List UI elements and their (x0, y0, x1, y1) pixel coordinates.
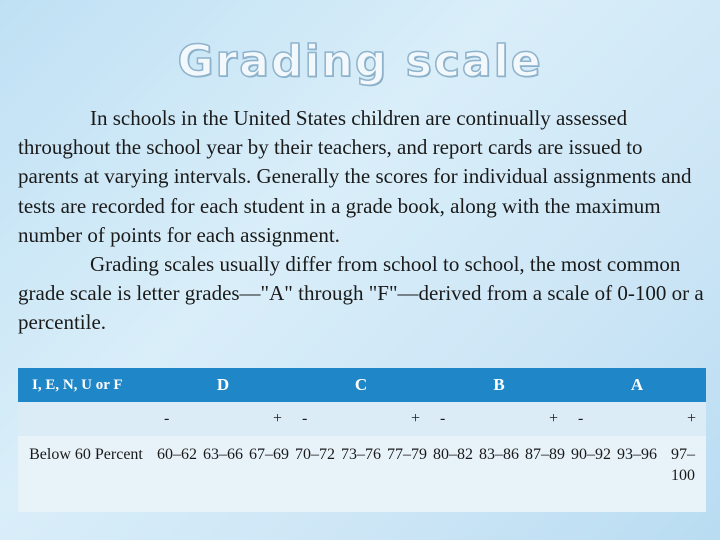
value-c-plus: 77–79 (384, 436, 430, 512)
value-d-plus: 67–69 (246, 436, 292, 512)
value-b-plus: 87–89 (522, 436, 568, 512)
value-d-minus: 60–62 (154, 436, 200, 512)
value-c: 73–76 (338, 436, 384, 512)
header-fail: I, E, N, U or F (18, 368, 154, 402)
modifier-b-mid (476, 402, 522, 436)
modifier-c-mid (338, 402, 384, 436)
modifier-a-minus: - (568, 402, 614, 436)
header-b: B (430, 368, 568, 402)
value-b: 83–86 (476, 436, 522, 512)
header-d: D (154, 368, 292, 402)
modifier-b-minus: - (430, 402, 476, 436)
slide-title: Grading scale (177, 35, 543, 88)
grading-scale-table: I, E, N, U or F D C B A - + - + - + - + … (18, 368, 706, 512)
modifier-d-plus: + (246, 402, 292, 436)
value-a: 93–96 (614, 436, 660, 512)
modifier-blank (18, 402, 154, 436)
modifier-c-plus: + (384, 402, 430, 436)
header-row: I, E, N, U or F D C B A (18, 368, 706, 402)
paragraph-2: Grading scales usually differ from schoo… (18, 252, 704, 335)
modifier-c-minus: - (292, 402, 338, 436)
modifier-a-plus: + (660, 402, 706, 436)
modifier-d-minus: - (154, 402, 200, 436)
value-b-minus: 80–82 (430, 436, 476, 512)
modifier-a-mid (614, 402, 660, 436)
paragraph-1: In schools in the United States children… (18, 106, 692, 247)
modifier-d-mid (200, 402, 246, 436)
values-row: Below 60 Percent 60–62 63–66 67–69 70–72… (18, 436, 706, 512)
modifier-b-plus: + (522, 402, 568, 436)
value-a-minus: 90–92 (568, 436, 614, 512)
value-fail: Below 60 Percent (18, 436, 154, 512)
header-a: A (568, 368, 706, 402)
value-c-minus: 70–72 (292, 436, 338, 512)
body-text: In schools in the United States children… (18, 104, 708, 338)
value-d: 63–66 (200, 436, 246, 512)
header-c: C (292, 368, 430, 402)
value-a-plus: 97–100 (660, 436, 706, 512)
modifier-row: - + - + - + - + (18, 402, 706, 436)
